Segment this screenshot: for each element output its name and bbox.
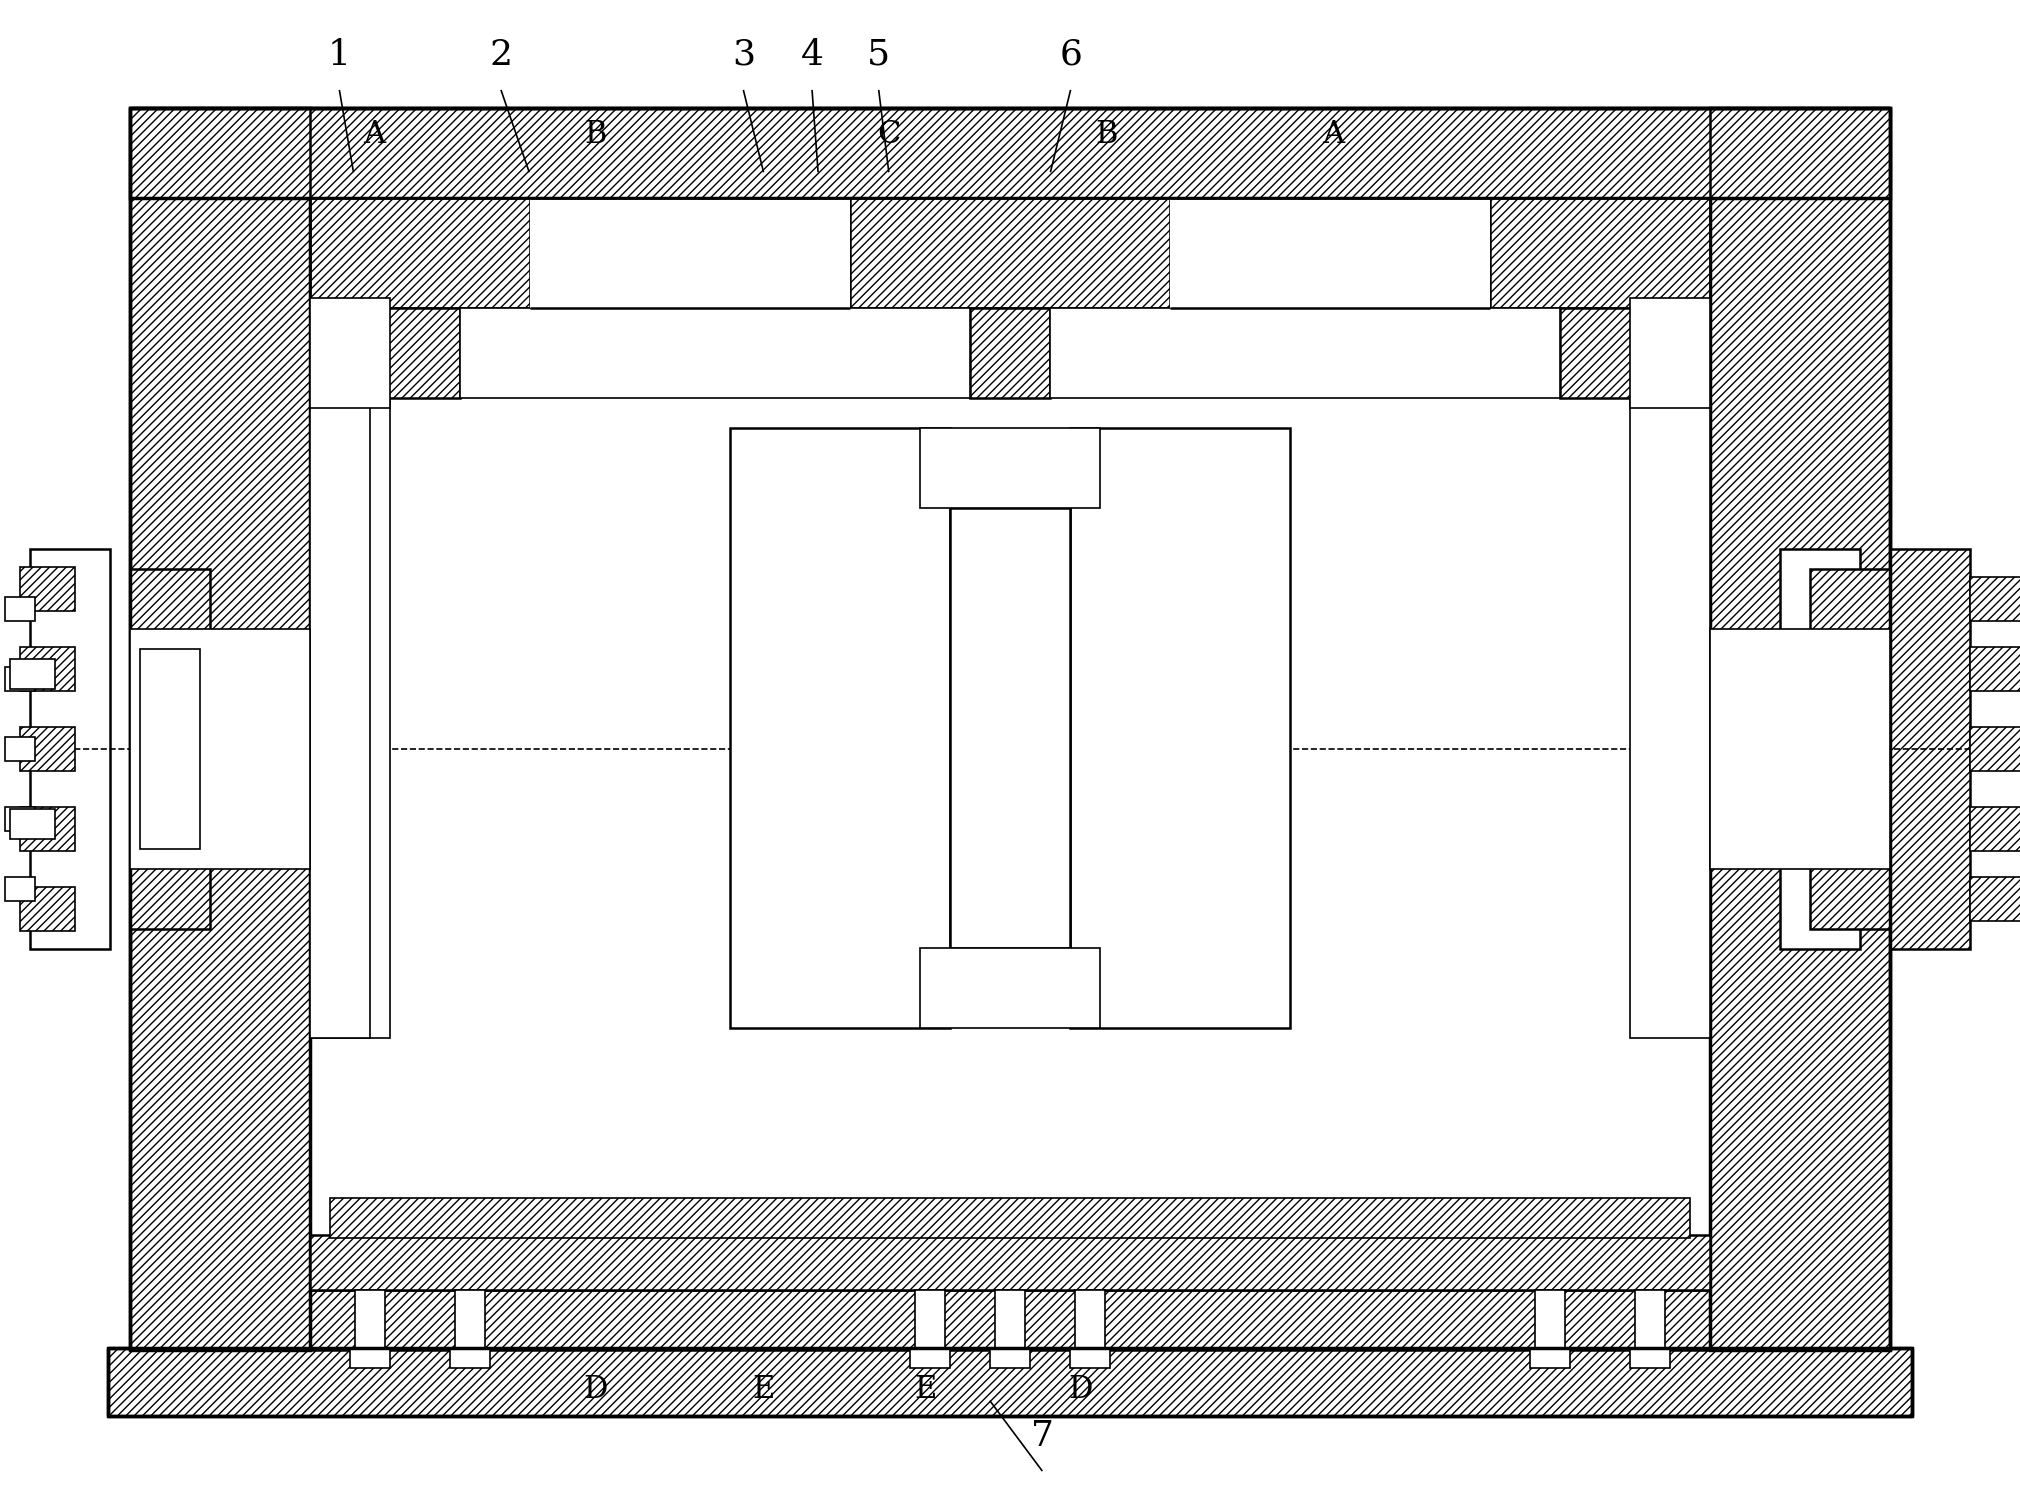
Bar <box>915 1290 945 1350</box>
Bar <box>1970 577 2020 622</box>
Text: D: D <box>1069 1374 1093 1405</box>
Bar <box>309 1290 1711 1350</box>
Bar <box>450 1348 491 1368</box>
Bar <box>1634 1290 1664 1350</box>
Text: E: E <box>751 1374 776 1405</box>
Bar <box>949 508 1071 948</box>
Text: 2: 2 <box>489 37 513 72</box>
Bar <box>970 309 1050 398</box>
Bar <box>139 649 200 849</box>
Bar <box>1535 1290 1566 1350</box>
Bar <box>10 659 55 689</box>
Bar <box>1630 1348 1671 1368</box>
Bar <box>1529 1348 1570 1368</box>
Bar <box>129 629 309 869</box>
Bar <box>1559 309 1711 398</box>
Bar <box>329 1198 1691 1237</box>
Bar <box>129 569 210 929</box>
Text: A: A <box>1323 118 1343 150</box>
Bar <box>4 667 34 691</box>
Bar <box>1491 198 1711 309</box>
Bar <box>20 727 75 771</box>
Bar <box>1970 727 2020 771</box>
Bar <box>349 1348 390 1368</box>
Text: D: D <box>584 1374 608 1405</box>
Bar <box>919 428 1101 508</box>
Text: C: C <box>877 118 901 150</box>
Bar <box>4 737 34 761</box>
Bar <box>996 1290 1024 1350</box>
Bar <box>4 807 34 831</box>
Text: A: A <box>364 118 384 150</box>
Bar <box>1050 309 1559 398</box>
Bar <box>1970 876 2020 921</box>
Bar <box>20 568 75 611</box>
Bar <box>461 309 970 398</box>
Bar <box>990 1348 1030 1368</box>
Bar <box>1071 1348 1111 1368</box>
Text: 1: 1 <box>327 37 351 72</box>
Bar <box>1810 569 1891 929</box>
Bar <box>729 428 949 1028</box>
Text: 6: 6 <box>1058 37 1083 72</box>
Text: 3: 3 <box>731 37 755 72</box>
Text: 5: 5 <box>867 37 891 72</box>
Text: B: B <box>584 118 608 150</box>
Bar <box>1970 807 2020 851</box>
Bar <box>909 1348 949 1368</box>
Text: 7: 7 <box>1030 1419 1054 1453</box>
Bar <box>1970 647 2020 691</box>
Text: 4: 4 <box>800 37 824 72</box>
Bar <box>1711 108 1891 1350</box>
Bar <box>20 807 75 851</box>
Bar <box>129 108 1891 198</box>
Bar <box>4 598 34 622</box>
Bar <box>454 1290 485 1350</box>
Bar <box>529 198 850 309</box>
Bar <box>309 309 461 398</box>
Bar <box>30 548 109 950</box>
Bar <box>1071 428 1291 1028</box>
Bar <box>1075 1290 1105 1350</box>
Bar <box>919 948 1101 1028</box>
Bar <box>1711 629 1891 869</box>
Bar <box>129 108 309 1350</box>
Bar <box>309 398 370 1038</box>
Bar <box>309 398 390 1038</box>
Bar <box>309 198 529 309</box>
Bar <box>20 647 75 691</box>
Bar <box>20 887 75 930</box>
Bar <box>850 198 1170 309</box>
Bar <box>107 1348 1913 1416</box>
Bar <box>10 809 55 839</box>
Text: E: E <box>913 1374 937 1405</box>
Bar <box>1891 548 1969 950</box>
Bar <box>356 1290 386 1350</box>
Text: B: B <box>1095 118 1119 150</box>
Bar <box>309 1234 1711 1290</box>
Bar <box>1630 298 1711 407</box>
Bar <box>1630 398 1711 1038</box>
Bar <box>1780 548 1860 950</box>
Bar <box>4 876 34 900</box>
Bar <box>1170 198 1491 309</box>
Bar <box>309 298 390 407</box>
